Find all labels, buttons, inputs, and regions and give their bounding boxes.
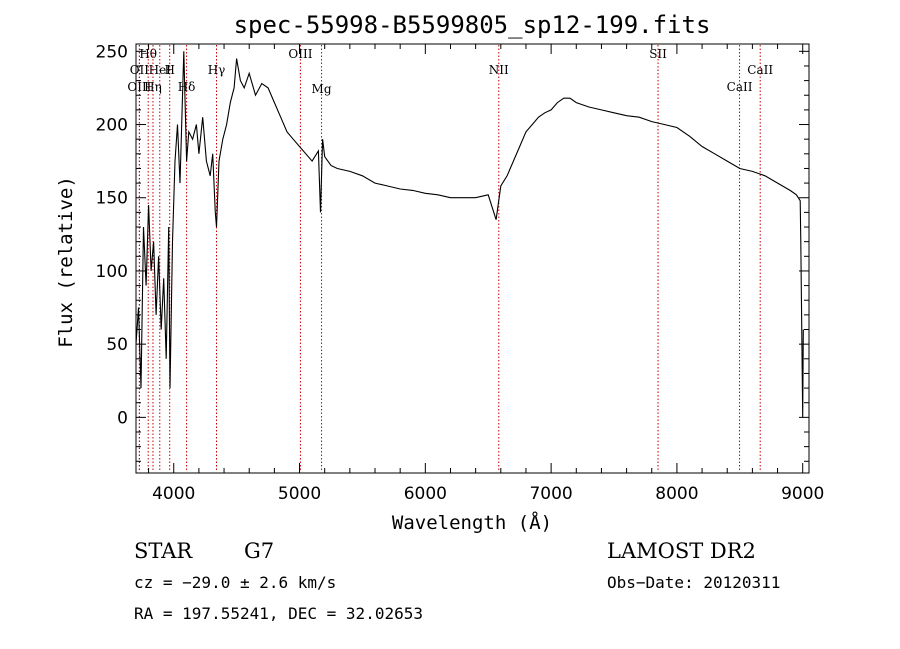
object-class: STAR	[134, 539, 193, 563]
line-label: HeI	[149, 63, 172, 77]
observation-date: Obs−Date: 20120311	[607, 573, 780, 592]
line-label: Hη	[144, 80, 162, 94]
object-subclass: G7	[244, 539, 274, 563]
y-axis: 0 50 100 150 200 250	[96, 42, 809, 462]
x-axis: 4000 5000 6000 7000 8000 9000	[148, 44, 824, 504]
info-panel: STAR G7 LAMOST DR2 cz = −29.0 ± 2.6 km/s…	[134, 539, 780, 623]
y-tick-label: 200	[96, 116, 128, 136]
y-axis-label: Flux (relative)	[55, 176, 77, 348]
x-tick-label: 5000	[278, 484, 321, 504]
x-tick-label: 8000	[655, 484, 698, 504]
line-label: CaII	[727, 80, 753, 94]
line-label: CaII	[747, 63, 773, 77]
chart-title: spec-55998-B5599805_sp12-199.fits	[234, 11, 711, 39]
x-tick-label: 7000	[529, 484, 572, 504]
redshift-velocity: cz = −29.0 ± 2.6 km/s	[134, 573, 336, 592]
x-tick-label: 6000	[404, 484, 447, 504]
line-label: OIII	[127, 80, 151, 94]
y-tick-label: 100	[96, 262, 128, 282]
line-label: Hδ	[178, 80, 196, 94]
line-label: Hθ	[139, 47, 157, 61]
y-tick-label: 150	[96, 189, 128, 209]
line-label: H	[164, 63, 174, 77]
y-tick-label: 250	[96, 42, 128, 62]
coordinates: RA = 197.55241, DEC = 32.02653	[134, 604, 423, 623]
line-label: SII	[649, 47, 667, 61]
y-tick-label: 50	[106, 335, 128, 355]
line-label: Mg	[312, 82, 332, 96]
line-label: NII	[489, 63, 509, 77]
x-tick-label: 4000	[152, 484, 195, 504]
plot-frame	[135, 43, 810, 474]
x-tick-label: 9000	[781, 484, 824, 504]
line-label: OIII	[288, 47, 312, 61]
spectrum-series	[135, 51, 804, 418]
x-axis-label: Wavelength (Å)	[392, 511, 552, 534]
line-label: Hγ	[208, 63, 226, 77]
survey-name: LAMOST DR2	[607, 539, 756, 563]
y-tick-label: 0	[117, 408, 128, 428]
